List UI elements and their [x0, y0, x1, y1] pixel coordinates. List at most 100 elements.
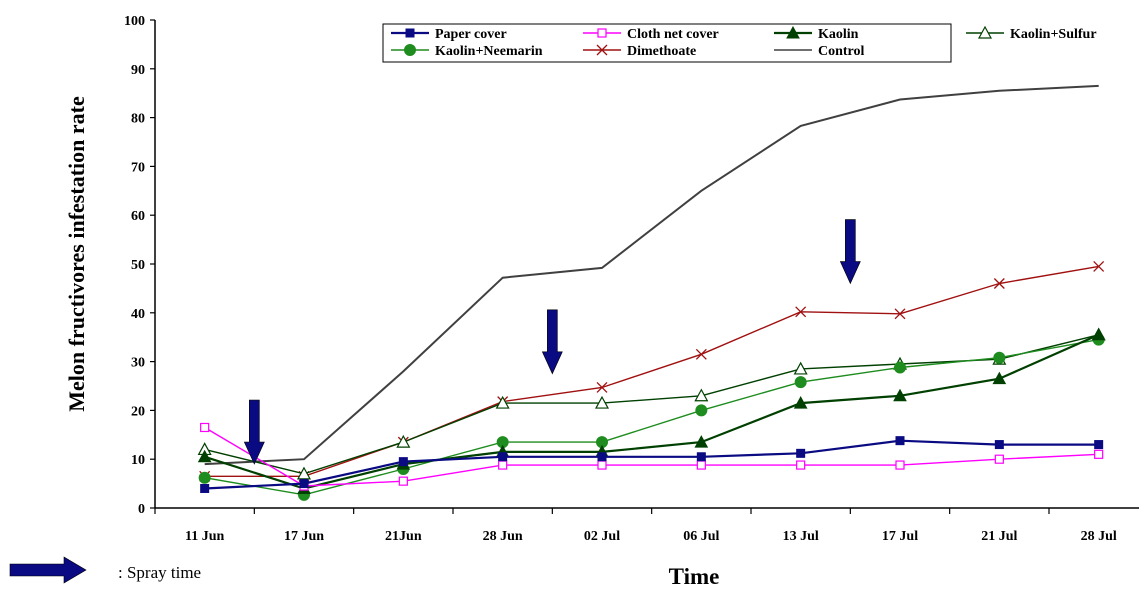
data-point-cloth-net-cover [398, 476, 408, 486]
series-line-paper-cover [204, 439, 1099, 490]
spray-arrow-icon [243, 399, 265, 465]
legend-label-cloth-net-cover: Cloth net cover [627, 27, 719, 42]
legend-entry-kaolin: Kaolin [774, 25, 859, 42]
data-point-kaolin [992, 371, 1007, 385]
x-tick-labels: 11 Jun 17 Jun 21Jun 28 Jun 02 Jul 06 Jul 13 Ju… [185, 529, 1117, 544]
data-point-kaolin-sulfur [495, 395, 510, 409]
legend-label-paper-cover: Paper cover [435, 27, 507, 42]
legend: Paper cover Cloth net cover Kaolin Kaolin+S… [382, 23, 1097, 63]
y-tick-labels: 0 10 20 30 40 50 60 70 80 90 100 [124, 14, 145, 517]
x-tick-label: 21Jun [385, 529, 422, 544]
data-point-cloth-net-cover [1094, 449, 1104, 459]
y-tick-label: 70 [131, 160, 145, 175]
data-point-kaolin-neemarin [695, 404, 708, 417]
legend-box [382, 23, 952, 63]
data-point-kaolin [197, 449, 212, 463]
legend-entry-kaolin-sulfur: Kaolin+Sulfur [966, 25, 1097, 42]
y-tick-label: 40 [131, 307, 145, 322]
spray-arrow-icon [839, 219, 861, 285]
data-point-paper-cover [200, 483, 210, 493]
legend-marker-dimethoate [596, 44, 608, 56]
data-point-kaolin [1091, 327, 1106, 341]
legend-marker-cloth-net-cover [597, 28, 607, 38]
x-tick-label: 28 Jun [483, 529, 523, 544]
x-tick-label: 21 Jul [981, 529, 1017, 544]
y-axis-title: Melon fructivores infestation rate [64, 96, 89, 412]
y-tick-label: 0 [138, 502, 145, 517]
y-tick-label: 20 [131, 404, 145, 419]
series-line-kaolin [204, 333, 1100, 490]
data-point-kaolin-sulfur [594, 395, 610, 409]
y-tick-label: 90 [131, 63, 145, 78]
data-point-dimethoate [894, 308, 906, 320]
x-tick-label: 13 Jul [783, 529, 819, 544]
legend-entry-dimethoate: Dimethoate [583, 44, 696, 59]
data-point-dimethoate [1093, 260, 1105, 272]
series-line-kaolin-sulfur [204, 334, 1099, 475]
legend-marker-paper-cover [405, 28, 415, 38]
spray-legend: : Spray time [9, 556, 201, 584]
series-paper-cover [200, 436, 1104, 493]
data-point-paper-cover [1094, 440, 1104, 450]
data-point-kaolin [793, 396, 808, 409]
y-tick-label: 50 [131, 258, 145, 273]
legend-label-kaolin-neemarin: Kaolin+Neemarin [435, 44, 543, 59]
series-kaolin-neemarin [198, 333, 1105, 501]
legend-entry-control: Control [774, 44, 865, 59]
x-tick-label: 11 Jun [185, 529, 225, 544]
data-point-kaolin-sulfur [793, 361, 808, 375]
data-point-dimethoate [993, 278, 1005, 289]
series-control [204, 84, 1099, 466]
data-point-cloth-net-cover [796, 460, 806, 470]
data-point-paper-cover [895, 436, 905, 446]
data-point-paper-cover [398, 457, 408, 467]
x-tick-label: 17 Jul [882, 529, 918, 544]
data-point-cloth-net-cover [895, 460, 905, 470]
legend-marker-kaolin-sulfur [977, 25, 993, 39]
spray-legend-arrow-icon [9, 556, 87, 584]
data-point-cloth-net-cover [200, 422, 210, 433]
axes [150, 19, 1139, 514]
data-point-kaolin-neemarin [794, 376, 807, 389]
legend-marker-kaolin-neemarin [404, 44, 416, 56]
data-point-cloth-net-cover [994, 454, 1004, 464]
series-line-control [204, 84, 1099, 466]
y-tick-label: 80 [131, 112, 145, 127]
series-layer [197, 84, 1106, 501]
series-line-cloth-net-cover [204, 426, 1099, 487]
spray-legend-label: : Spray time [118, 563, 201, 582]
x-tick-label: 06 Jul [683, 529, 719, 544]
y-tick-label: 30 [131, 356, 145, 371]
legend-label-kaolin-sulfur: Kaolin+Sulfur [1010, 27, 1097, 42]
data-point-dimethoate [795, 306, 807, 318]
x-tick-label: 02 Jul [584, 529, 620, 544]
data-point-paper-cover [796, 448, 806, 458]
legend-entry-paper-cover: Paper cover [391, 27, 507, 42]
legend-entry-kaolin-neemarin: Kaolin+Neemarin [391, 44, 543, 59]
data-point-paper-cover [299, 479, 309, 489]
data-point-kaolin [694, 435, 709, 448]
data-point-paper-cover [597, 452, 607, 462]
legend-marker-kaolin [786, 25, 800, 39]
legend-label-control: Control [818, 44, 865, 59]
data-point-kaolin-sulfur [296, 466, 312, 480]
data-point-kaolin-neemarin [198, 471, 211, 484]
data-point-dimethoate [695, 348, 707, 360]
data-point-cloth-net-cover [696, 460, 706, 470]
data-point-kaolin [893, 388, 907, 402]
series-dimethoate [199, 260, 1105, 482]
data-point-cloth-net-cover [498, 460, 508, 470]
legend-label-dimethoate: Dimethoate [627, 44, 696, 59]
data-point-paper-cover [994, 440, 1004, 450]
x-tick-label: 17 Jun [284, 529, 324, 544]
legend-entry-cloth-net-cover: Cloth net cover [583, 27, 719, 42]
data-point-cloth-net-cover [597, 460, 607, 470]
data-point-kaolin-sulfur [396, 434, 411, 448]
series-line-kaolin-neemarin [204, 338, 1099, 496]
x-axis-title: Time [669, 564, 720, 589]
y-tick-label: 100 [124, 14, 145, 29]
spray-arrows [243, 219, 861, 465]
y-tick-label: 10 [131, 453, 145, 468]
data-point-paper-cover [498, 452, 508, 462]
data-point-kaolin-neemarin [993, 351, 1006, 364]
